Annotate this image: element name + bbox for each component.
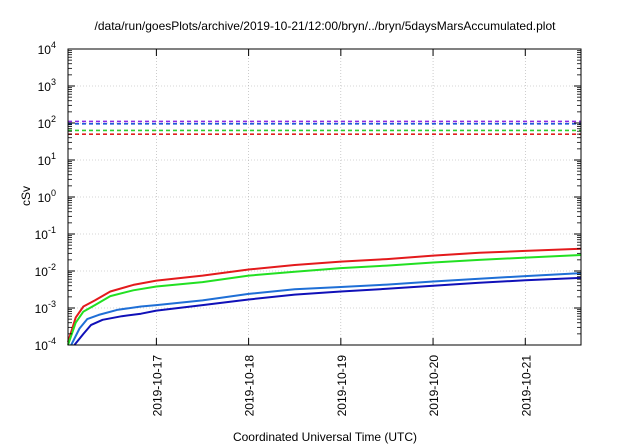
series-lines (67, 247, 582, 346)
y-tick-label: 102 (38, 114, 56, 131)
y-tick-label: 100 (38, 188, 56, 205)
series-line (70, 272, 582, 346)
y-tick-label: 10-2 (35, 262, 56, 279)
y-tick-label: 101 (38, 151, 56, 168)
grid (68, 49, 581, 345)
y-axis-label: cSv (19, 186, 33, 206)
y-tick-label: 103 (38, 77, 56, 94)
series-line (67, 254, 582, 346)
x-tick-label: 2019-10-21 (519, 355, 533, 417)
y-tick-label: 104 (38, 40, 56, 57)
y-tick-label: 10-3 (35, 299, 56, 316)
x-tick-label: 2019-10-20 (427, 355, 441, 417)
y-axis-ticks: 10-4 10-3 10-2 10-1 100 101 102 103 104 (35, 40, 581, 353)
y-tick-label: 10-1 (35, 225, 56, 242)
plot-frame (67, 48, 582, 346)
x-tick-label: 2019-10-17 (150, 355, 164, 417)
x-axis-label: Coordinated Universal Time (UTC) (233, 430, 417, 444)
y-tick-label: 10-4 (35, 336, 56, 353)
x-axis-ticks: 2019-10-17 2019-10-18 2019-10-19 2019-10-20… (150, 49, 533, 416)
x-tick-label: 2019-10-18 (243, 355, 257, 417)
chart-title: /data/run/goesPlots/archive/2019-10-21/1… (95, 19, 557, 33)
reference-lines (68, 120, 581, 135)
series-line (73, 276, 582, 346)
series-line (67, 247, 582, 343)
x-tick-label: 2019-10-19 (335, 355, 349, 417)
